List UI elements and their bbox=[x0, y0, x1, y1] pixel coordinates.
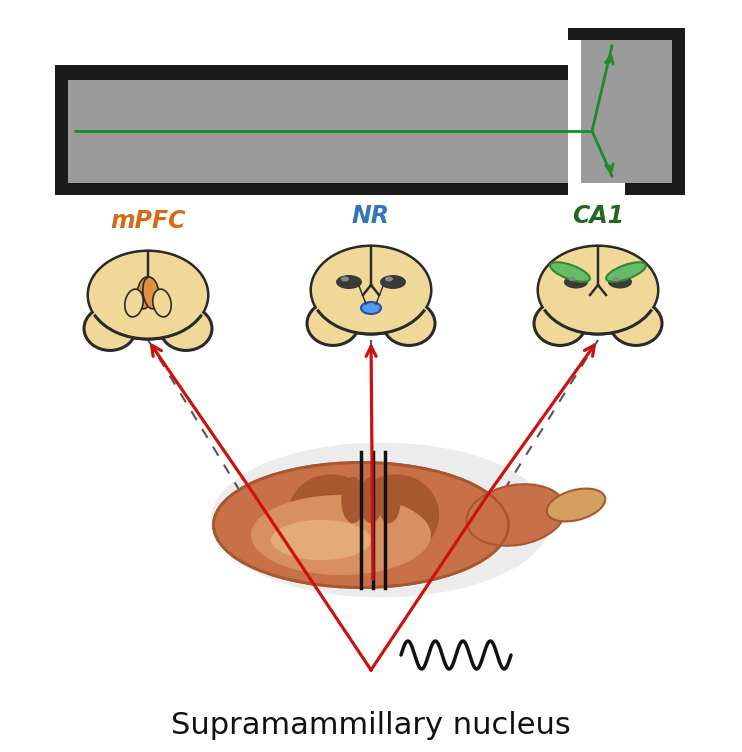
Ellipse shape bbox=[612, 277, 620, 281]
Ellipse shape bbox=[378, 478, 400, 523]
Ellipse shape bbox=[125, 289, 143, 317]
Ellipse shape bbox=[142, 277, 160, 309]
Polygon shape bbox=[68, 80, 622, 183]
Ellipse shape bbox=[550, 262, 590, 282]
Ellipse shape bbox=[380, 275, 406, 289]
Ellipse shape bbox=[341, 277, 349, 281]
Ellipse shape bbox=[353, 475, 439, 555]
Ellipse shape bbox=[608, 275, 632, 289]
Text: CA1: CA1 bbox=[572, 204, 624, 228]
Ellipse shape bbox=[360, 478, 382, 523]
Polygon shape bbox=[55, 65, 625, 195]
Ellipse shape bbox=[153, 289, 171, 317]
Text: Supramammillary nucleus: Supramammillary nucleus bbox=[171, 711, 571, 739]
Ellipse shape bbox=[289, 475, 373, 555]
Ellipse shape bbox=[467, 484, 565, 546]
Ellipse shape bbox=[271, 520, 371, 560]
Text: mPFC: mPFC bbox=[111, 209, 186, 233]
Ellipse shape bbox=[606, 262, 646, 282]
Ellipse shape bbox=[160, 307, 212, 350]
Ellipse shape bbox=[307, 302, 359, 345]
Ellipse shape bbox=[385, 277, 393, 281]
Ellipse shape bbox=[251, 495, 431, 575]
Ellipse shape bbox=[361, 302, 381, 314]
Ellipse shape bbox=[137, 277, 154, 309]
Ellipse shape bbox=[89, 252, 207, 338]
Ellipse shape bbox=[538, 246, 658, 334]
Ellipse shape bbox=[336, 275, 362, 289]
Ellipse shape bbox=[539, 247, 657, 333]
Ellipse shape bbox=[383, 302, 435, 345]
Ellipse shape bbox=[547, 489, 605, 521]
Ellipse shape bbox=[534, 302, 586, 345]
Ellipse shape bbox=[342, 478, 364, 523]
Ellipse shape bbox=[312, 247, 430, 333]
Polygon shape bbox=[568, 183, 581, 195]
Polygon shape bbox=[568, 40, 581, 65]
Ellipse shape bbox=[214, 462, 508, 587]
Ellipse shape bbox=[610, 302, 662, 345]
Ellipse shape bbox=[211, 442, 551, 598]
Ellipse shape bbox=[84, 307, 136, 350]
Polygon shape bbox=[568, 65, 625, 195]
Text: NR: NR bbox=[352, 204, 390, 228]
Ellipse shape bbox=[311, 246, 431, 334]
Polygon shape bbox=[581, 40, 672, 183]
Ellipse shape bbox=[568, 277, 576, 281]
Polygon shape bbox=[581, 40, 672, 183]
Ellipse shape bbox=[564, 275, 588, 289]
Polygon shape bbox=[568, 28, 685, 195]
Ellipse shape bbox=[88, 251, 208, 339]
